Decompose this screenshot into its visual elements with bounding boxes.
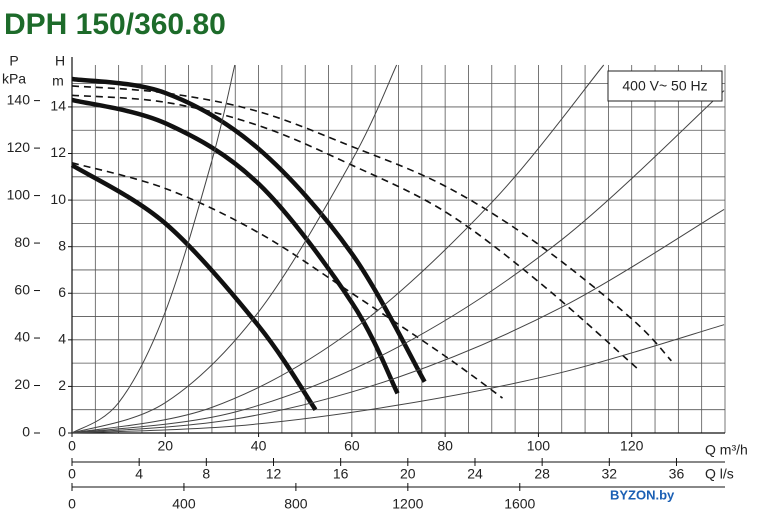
x-tick-label: 120	[620, 438, 644, 454]
dashed-curve	[71, 85, 672, 362]
x3-tick-label: 400	[172, 496, 196, 512]
x3-tick-label: 1600	[504, 496, 535, 512]
y-tick-label: 0	[58, 424, 66, 440]
x2-axis-label: Q l/s	[705, 466, 734, 482]
y2-tick-label: 0	[22, 424, 30, 440]
x2-tick-label: 24	[467, 466, 483, 482]
dashed-curve	[71, 94, 640, 371]
solid-curve	[70, 163, 318, 411]
thin-curve	[71, 324, 725, 434]
x2-tick-label: 28	[534, 466, 550, 482]
watermark: BYZON.by	[610, 487, 675, 502]
y-tick-label: 14	[50, 98, 66, 114]
solid-curve	[71, 97, 400, 395]
x2-tick-label: 32	[602, 466, 618, 482]
thin-curve	[71, 64, 605, 434]
y2-tick-label: 120	[7, 139, 31, 155]
y-tick-label: 2	[58, 377, 66, 393]
x2-tick-label: 36	[669, 466, 685, 482]
x3-tick-label: 0	[68, 496, 76, 512]
thin-curve	[71, 208, 725, 434]
x2-tick-label: 8	[202, 466, 210, 482]
legend-box	[607, 70, 723, 102]
chart-title: DPH 150/360.80	[4, 8, 226, 41]
y2-axis-label: P	[9, 53, 18, 69]
y-tick-label: 12	[50, 144, 66, 160]
y-tick-label: 6	[58, 284, 66, 300]
y2-tick-label: 20	[14, 376, 30, 392]
x2-tick-label: 12	[266, 466, 282, 482]
x2-tick-label: 4	[135, 466, 143, 482]
x-tick-label: 60	[344, 438, 360, 454]
x-tick-label: 0	[68, 438, 76, 454]
y2-tick-label: 80	[14, 234, 30, 250]
y2-tick-label: 60	[14, 281, 30, 297]
x2-tick-label: 16	[333, 466, 349, 482]
x-tick-label: 20	[157, 438, 173, 454]
y2-axis-unit: kPa	[2, 71, 26, 87]
legend-text: 400 V~ 50 Hz	[622, 78, 707, 94]
x2-tick-label: 20	[400, 466, 416, 482]
x2-tick-label: 0	[68, 466, 76, 482]
dashed-curve	[71, 162, 503, 399]
solid-curve	[71, 76, 427, 383]
x3-tick-label: 800	[284, 496, 308, 512]
y2-tick-label: 40	[14, 329, 30, 345]
thin-curve	[71, 64, 236, 434]
y-axis-label: H	[55, 53, 65, 69]
x-tick-label: 80	[437, 438, 453, 454]
y-tick-label: 10	[50, 191, 66, 207]
x-tick-label: 100	[527, 438, 551, 454]
y2-tick-label: 140	[7, 91, 31, 107]
thin-curve	[71, 90, 725, 434]
x-tick-label: 40	[251, 438, 267, 454]
y-tick-label: 4	[58, 331, 66, 347]
y2-tick-label: 100	[7, 186, 31, 202]
y-tick-label: 8	[58, 237, 66, 253]
y-axis-unit: m	[52, 73, 64, 89]
x-axis-label: Q m³/h	[705, 442, 748, 458]
thin-curve	[71, 64, 398, 434]
x3-tick-label: 1200	[392, 496, 423, 512]
